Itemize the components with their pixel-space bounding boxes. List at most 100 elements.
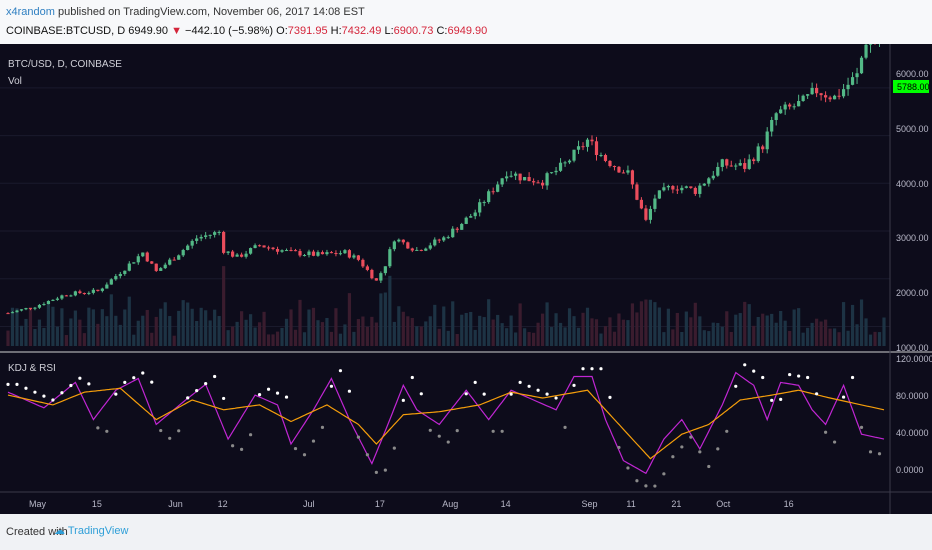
volume-bar <box>738 313 742 346</box>
x-tick: 15 <box>92 499 102 509</box>
price-change: −442.10 (−5.98%) <box>185 25 274 37</box>
candle-body <box>734 165 738 167</box>
x-tick: Jul <box>303 499 315 509</box>
j-dot <box>563 425 567 429</box>
y-tick: 2000.00 <box>896 288 929 298</box>
volume-bar <box>720 326 724 346</box>
j-dot <box>410 375 414 380</box>
tradingview-logo[interactable]: ☁ TradingView <box>54 524 128 537</box>
volume-bar <box>343 324 347 346</box>
volume-bar <box>518 303 522 346</box>
volume-bar <box>599 333 603 346</box>
time-axis[interactable]: May 15 Jun 12 Jul 17 Aug 14 Sep 11 21 Oct 16 <box>29 499 794 509</box>
j-dot <box>374 470 378 474</box>
price-axis[interactable]: 6000.00 5000.00 4000.00 3000.00 2000.00 … <box>893 69 930 353</box>
price-pane-title: BTC/USD, D, COINBASE <box>8 59 122 70</box>
j-dot <box>797 374 801 378</box>
candle-body <box>433 239 437 246</box>
volume-bar <box>752 325 756 346</box>
volume-bar <box>424 321 428 346</box>
candle-body <box>383 266 387 274</box>
j-dot <box>635 479 639 483</box>
j-dot <box>500 429 504 433</box>
volume-bar <box>657 307 661 346</box>
volume-bar <box>797 308 801 346</box>
candle-body <box>442 237 446 241</box>
candle-body <box>118 273 122 277</box>
j-dot <box>770 398 774 402</box>
j-dot <box>356 435 360 439</box>
candle-body <box>496 184 500 192</box>
j-dot <box>284 395 289 399</box>
candle-body <box>60 295 64 299</box>
j-dot <box>698 450 702 454</box>
j-dot <box>302 453 307 457</box>
x-tick: 11 <box>626 499 635 509</box>
volume-bar <box>55 326 60 346</box>
candle-body <box>320 252 325 255</box>
candle-body <box>837 95 841 97</box>
volume-bars <box>6 266 886 346</box>
candle-body <box>576 146 581 150</box>
candle-body <box>168 259 172 265</box>
candle-body <box>338 253 343 255</box>
volume-bar <box>118 324 122 346</box>
candle-body <box>527 177 531 182</box>
volume-bar <box>419 326 423 346</box>
published-line: x4random published on TradingView.com, N… <box>6 6 365 18</box>
candle-body <box>505 176 509 179</box>
candle-body <box>379 273 383 281</box>
volume-bar <box>69 318 73 346</box>
chart-area[interactable]: 6000.00 5000.00 4000.00 3000.00 2000.00 … <box>0 44 932 514</box>
volume-bar <box>877 332 882 346</box>
j-dot <box>401 398 405 402</box>
candle-body <box>540 182 545 186</box>
candlesticks <box>6 44 881 315</box>
candle-body <box>819 93 823 96</box>
j-dot <box>428 428 432 432</box>
candle-body <box>145 252 149 262</box>
volume-bar <box>60 308 64 346</box>
j-dot <box>725 429 729 433</box>
volume-bar <box>334 308 338 346</box>
candle-body <box>181 250 185 256</box>
volume-bar <box>361 316 365 346</box>
candle-body <box>859 57 864 74</box>
indicator-axis[interactable]: 120.0000 80.0000 40.0000 0.0000 <box>896 354 932 475</box>
j-dot <box>473 380 477 384</box>
candle-body <box>792 106 796 108</box>
candle-body <box>783 104 787 110</box>
volume-bar <box>262 311 266 346</box>
candle-body <box>779 109 783 114</box>
candle-body <box>15 310 19 313</box>
candle-body <box>82 293 86 295</box>
y-tick: 0.0000 <box>896 465 924 475</box>
j-dot <box>859 425 864 429</box>
volume-bar <box>500 323 504 346</box>
j-dot <box>653 484 657 488</box>
volume-bar <box>873 331 877 346</box>
volume-bar <box>680 331 684 346</box>
volume-bar <box>208 320 212 346</box>
volume-bar <box>154 316 158 346</box>
candle-body <box>370 269 374 279</box>
volume-bar <box>442 306 446 346</box>
candle-body <box>208 234 212 236</box>
volume-bar <box>145 309 149 346</box>
x-tick: 12 <box>218 499 228 509</box>
volume-bar <box>293 329 298 346</box>
candle-body <box>325 252 329 255</box>
volume-bar <box>527 332 531 346</box>
candle-body <box>487 191 491 203</box>
chart-svg[interactable]: 6000.00 5000.00 4000.00 3000.00 2000.00 … <box>0 44 932 514</box>
j-dot <box>96 426 100 430</box>
volume-bar <box>87 307 91 346</box>
candle-body <box>141 252 145 257</box>
candle-body <box>213 232 217 235</box>
candle-body <box>424 248 428 251</box>
author-link[interactable]: x4random <box>6 6 55 18</box>
j-dot <box>662 472 666 476</box>
j-dot <box>617 445 621 450</box>
volume-bar <box>42 327 46 346</box>
candle-body <box>756 146 760 162</box>
